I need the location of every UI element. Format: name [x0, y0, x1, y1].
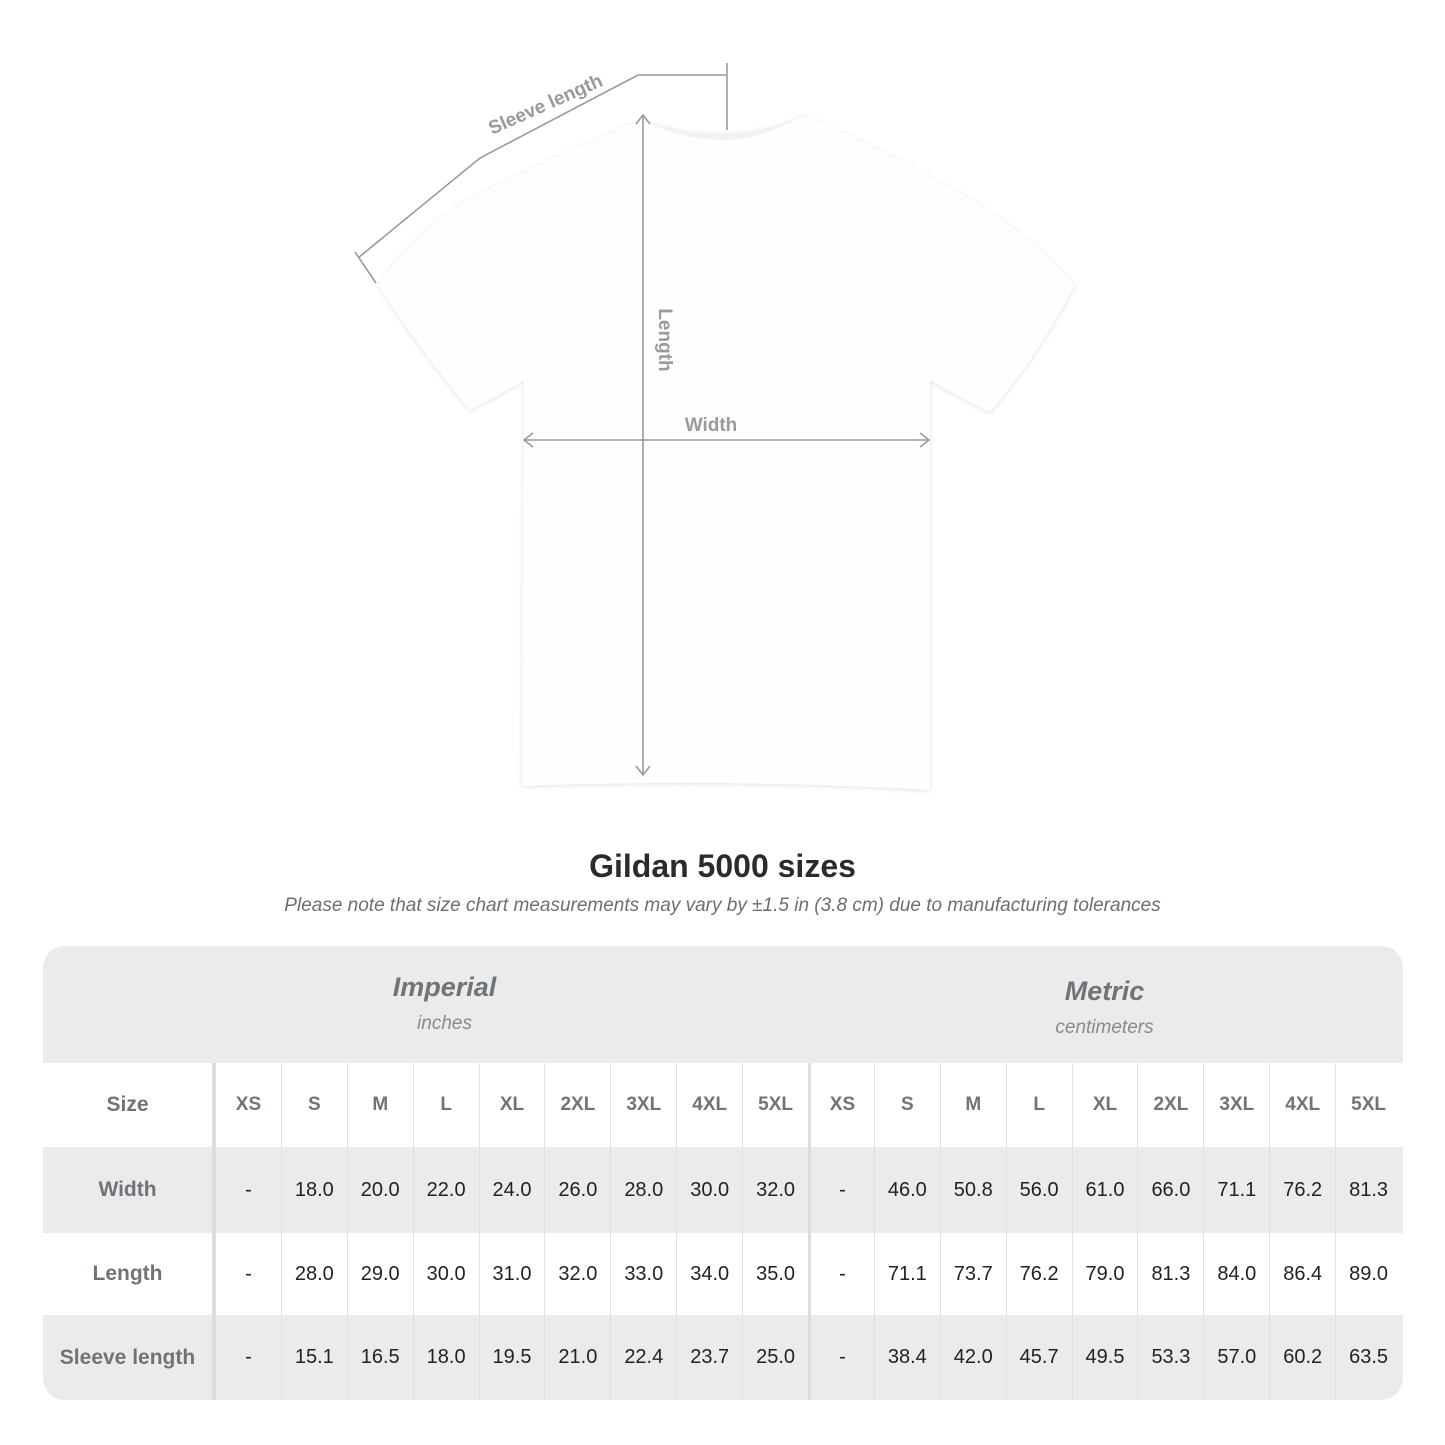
metric-size-header: M [939, 1063, 1006, 1147]
metric-title: Metric [1064, 976, 1145, 1006]
metric-value-cell: 57.0 [1203, 1315, 1269, 1400]
metric-size-header: 5XL [1335, 1063, 1401, 1147]
imperial-value-cell: 21.0 [544, 1315, 610, 1400]
imperial-unit: inches [417, 1013, 472, 1034]
metric-value-cell: - [808, 1147, 874, 1233]
metric-value-cell: 42.0 [939, 1315, 1006, 1400]
imperial-value-cell: 22.0 [412, 1147, 479, 1233]
metric-value-cell: 45.7 [1005, 1315, 1072, 1400]
metric-value-cell: 38.4 [873, 1315, 940, 1400]
sleeve-length-label: Sleeve length [486, 70, 606, 139]
metric-value-cell: 53.3 [1137, 1315, 1203, 1400]
imperial-value-cell: 24.0 [478, 1147, 545, 1233]
metric-value-cell: 84.0 [1203, 1233, 1269, 1315]
chart-title: Gildan 5000 sizes [589, 848, 856, 884]
imperial-value-cell: 26.0 [544, 1147, 610, 1233]
imperial-value-cell: 33.0 [610, 1233, 676, 1315]
metric-value-cell: 76.2 [1005, 1233, 1072, 1315]
imperial-value-cell: 32.0 [544, 1233, 610, 1315]
imperial-value-cell: 15.1 [280, 1315, 347, 1400]
metric-size-header: 3XL [1203, 1063, 1269, 1147]
metric-value-cell: 79.0 [1071, 1233, 1138, 1315]
tshirt-shape [378, 115, 1075, 790]
imperial-value-cell: 22.4 [610, 1315, 676, 1400]
imperial-title: Imperial [392, 972, 497, 1002]
imperial-value-cell: 25.0 [742, 1315, 808, 1400]
metric-size-header: 2XL [1137, 1063, 1203, 1147]
metric-value-cell: 73.7 [939, 1233, 1006, 1315]
table-row: Sleeve length -15.1 16.5 18.0 19.5 21.0 22.4 23… [43, 1315, 1403, 1400]
imperial-size-header: 4XL [676, 1063, 742, 1147]
tshirt-diagram: Sleeve length Length Width [354, 63, 1075, 790]
metric-value-cell: 56.0 [1005, 1147, 1072, 1233]
metric-header: Metric centimeters [808, 976, 1401, 1039]
metric-size-header: 4XL [1269, 1063, 1335, 1147]
metric-value-cell: 61.0 [1071, 1147, 1138, 1233]
imperial-size-header: 3XL [610, 1063, 676, 1147]
imperial-value-cell: 19.5 [478, 1315, 545, 1400]
imperial-value-cell: - [215, 1315, 281, 1400]
metric-value-cell: 81.3 [1335, 1147, 1401, 1233]
imperial-value-cell: 30.0 [676, 1147, 742, 1233]
metric-value-cell: 71.1 [1203, 1147, 1269, 1233]
row-label: Length [43, 1233, 215, 1315]
imperial-value-cell: 32.0 [742, 1147, 808, 1233]
metric-value-cell: 46.0 [873, 1147, 940, 1233]
metric-value-cell: - [808, 1315, 874, 1400]
imperial-size-header: 2XL [544, 1063, 610, 1147]
metric-size-header: S [873, 1063, 940, 1147]
imperial-value-cell: 28.0 [280, 1233, 347, 1315]
imperial-value-cell: 29.0 [346, 1233, 413, 1315]
imperial-value-cell: 23.7 [676, 1315, 742, 1400]
metric-value-cell: 81.3 [1137, 1233, 1203, 1315]
imperial-value-cell: 34.0 [676, 1233, 742, 1315]
imperial-size-header: S [280, 1063, 347, 1147]
metric-value-cell: 66.0 [1137, 1147, 1203, 1233]
tolerance-note: Please note that size chart measurements… [284, 895, 1161, 916]
imperial-size-header: M [346, 1063, 413, 1147]
imperial-value-cell: 35.0 [742, 1233, 808, 1315]
imperial-value-cell: 18.0 [280, 1147, 347, 1233]
imperial-value-cell: - [215, 1147, 281, 1233]
metric-value-cell: 71.1 [873, 1233, 940, 1315]
imperial-header: Imperial inches [215, 972, 674, 1035]
sleeve-measure-line [357, 74, 727, 259]
metric-value-cell: 63.5 [1335, 1315, 1401, 1400]
row-label: Width [43, 1147, 215, 1233]
imperial-size-header: L [412, 1063, 479, 1147]
row-label: Size [43, 1063, 215, 1147]
imperial-size-header: 5XL [742, 1063, 808, 1147]
metric-size-header: XL [1071, 1063, 1138, 1147]
imperial-value-cell: 31.0 [478, 1233, 545, 1315]
metric-value-cell: 89.0 [1335, 1233, 1401, 1315]
metric-size-header: L [1005, 1063, 1072, 1147]
length-label: Length [654, 308, 675, 371]
imperial-value-cell: 20.0 [346, 1147, 413, 1233]
metric-value-cell: 76.2 [1269, 1147, 1335, 1233]
size-table: Imperial inches Metric centimeters Size X… [43, 946, 1403, 1400]
imperial-size-header: XL [478, 1063, 545, 1147]
metric-value-cell: - [808, 1233, 874, 1315]
table-header-row: Size XS S M L XL 2XL 3XL 4XL 5XL XS S M L XL 2XL 3XL 4XL 5… [43, 1063, 1403, 1147]
imperial-value-cell: 16.5 [346, 1315, 413, 1400]
imperial-value-cell: 30.0 [412, 1233, 479, 1315]
imperial-size-header: XS [215, 1063, 281, 1147]
table-row: Length -28.0 29.0 30.0 31.0 32.0 33.0 34.0 35.0-… [43, 1233, 1403, 1315]
metric-value-cell: 49.5 [1071, 1315, 1138, 1400]
metric-value-cell: 50.8 [939, 1147, 1006, 1233]
imperial-value-cell: - [215, 1233, 281, 1315]
metric-value-cell: 60.2 [1269, 1315, 1335, 1400]
imperial-value-cell: 28.0 [610, 1147, 676, 1233]
metric-size-header: XS [808, 1063, 874, 1147]
table-row: Width -18.0 20.0 22.0 24.0 26.0 28.0 30.0 32.0-4… [43, 1147, 1403, 1233]
metric-unit: centimeters [1055, 1017, 1154, 1038]
unit-header-band: Imperial inches Metric centimeters [43, 946, 1403, 1063]
row-label: Sleeve length [43, 1315, 215, 1400]
imperial-value-cell: 18.0 [412, 1315, 479, 1400]
width-label: Width [685, 415, 738, 436]
metric-value-cell: 86.4 [1269, 1233, 1335, 1315]
